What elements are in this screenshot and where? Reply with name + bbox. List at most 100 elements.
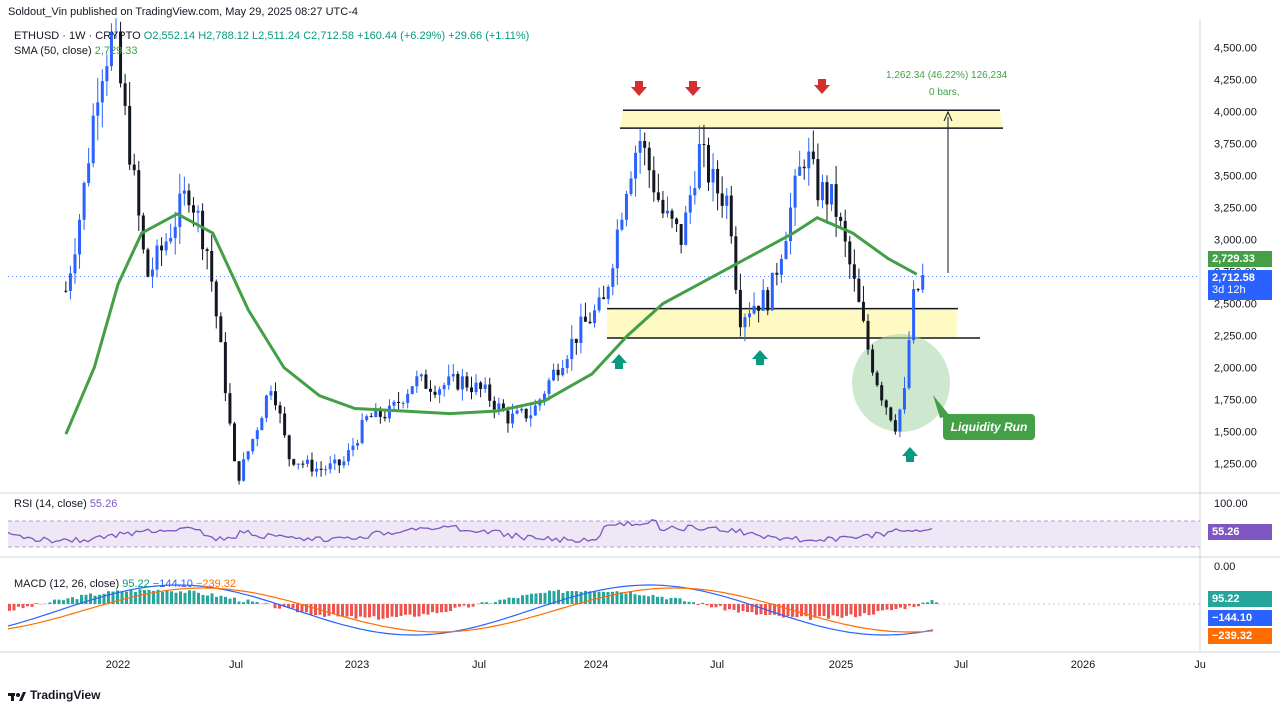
y-tick-label: 3,500.00 <box>1214 171 1257 183</box>
macd-hist-bar <box>678 598 682 604</box>
macd-hist-bar <box>147 589 151 604</box>
candle-body <box>784 241 788 260</box>
up-arrow-icon <box>752 350 768 365</box>
macd-hist-bar <box>746 604 749 613</box>
candle-body <box>738 289 742 328</box>
candle-body <box>191 205 195 213</box>
macd-hist-bar <box>17 604 20 607</box>
macd-hist-bar <box>449 604 452 611</box>
candle-body <box>811 151 815 160</box>
candle-body <box>392 401 396 406</box>
candle-body <box>907 340 911 389</box>
candle-body <box>520 408 524 411</box>
macd-hist-bar <box>458 604 461 607</box>
macd-hist-bar <box>480 602 484 604</box>
macd-hist-bar <box>471 604 475 607</box>
macd-hist-bar <box>462 604 466 606</box>
macd-hist-bar <box>908 604 911 606</box>
candle-body <box>871 349 875 373</box>
rsi-legend[interactable]: RSI (14, close) 55.26 <box>14 498 117 510</box>
candle-body <box>820 182 824 201</box>
tradingview-logo[interactable]: TradingView <box>8 688 100 702</box>
macd-hist-bar <box>381 604 385 619</box>
x-tick-label: Ju <box>1194 659 1206 671</box>
candle-body <box>597 297 601 311</box>
macd-hist-bar <box>21 604 25 609</box>
candle-body <box>96 102 100 116</box>
down-arrow-icon <box>685 81 701 96</box>
macd-hist-bar <box>579 591 583 604</box>
macd-hist-bar <box>201 594 205 604</box>
macd-hist-bar <box>638 595 641 604</box>
candle-body <box>269 391 273 396</box>
x-tick-label: 2022 <box>106 659 130 671</box>
candle-body <box>638 141 642 153</box>
macd-hist-bar <box>48 602 52 604</box>
candle-body <box>866 320 870 350</box>
candle-body <box>68 273 72 291</box>
measure-arrow-head-icon <box>943 110 953 122</box>
macd-hist-bar <box>728 604 731 610</box>
price-axis[interactable]: 4,500.00 4,250.00 4,000.00 3,750.00 3,500.00… <box>106 43 1257 672</box>
macd-hist-bar <box>404 604 407 615</box>
macd-hist-bar <box>917 604 920 607</box>
candle-body <box>128 105 132 165</box>
macd-hist-bar <box>714 604 718 608</box>
macd-hist-bar <box>786 604 790 617</box>
macd-hist-bar <box>107 591 110 604</box>
candle-body <box>830 184 834 205</box>
macd-hist-bar <box>827 604 830 619</box>
macd-hist-bar <box>215 596 218 604</box>
x-tick-label: 2025 <box>829 659 853 671</box>
macd-hist-bar <box>368 604 371 618</box>
candle-body <box>87 163 91 183</box>
macd-hist-bar <box>588 591 592 604</box>
macd-hist-bar <box>647 596 650 604</box>
candle-body <box>839 216 843 221</box>
y-tick-label: 4,500.00 <box>1214 43 1257 55</box>
macd-hist-bar <box>575 591 578 604</box>
macd-hist-bar <box>593 591 596 604</box>
candle-body <box>684 212 688 245</box>
down-arrow-icon <box>814 79 830 94</box>
candle-body <box>123 83 127 106</box>
symbol-name[interactable]: ETHUSD · 1W · CRYPTO <box>14 30 141 42</box>
candle-body <box>219 316 223 343</box>
candle-body <box>164 241 168 251</box>
macd-hist-bar <box>152 590 155 604</box>
candle-body <box>246 451 250 460</box>
candle-body <box>278 405 282 414</box>
macd-hist-bar <box>840 604 844 618</box>
candle-body <box>301 463 305 465</box>
macd-hist-bar <box>611 591 614 604</box>
candle-body <box>634 152 638 179</box>
y-tick-label: 1,500.00 <box>1214 427 1257 439</box>
candle-body <box>529 415 533 419</box>
macd-hist-bar <box>669 597 673 604</box>
candle-body <box>78 219 82 255</box>
macd-hist-bar <box>624 593 628 604</box>
macd-hist-bar <box>251 601 254 604</box>
macd-hist-bar <box>750 604 754 613</box>
macd-hist-bar <box>210 593 214 604</box>
candle-body <box>232 423 236 462</box>
candle-body <box>251 439 255 452</box>
rsi-value: 55.26 <box>89 498 118 510</box>
candle-body <box>665 210 669 214</box>
symbol-legend[interactable]: ETHUSD · 1W · CRYPTO O2,552.14 H2,788.12… <box>14 30 529 42</box>
sma-legend[interactable]: SMA (50, close) 2,729.33 <box>14 45 138 57</box>
macd-hist-bar <box>629 591 632 604</box>
macd-legend[interactable]: MACD (12, 26, close) 95.22 −144.10 −239.… <box>14 578 236 590</box>
candle-body <box>196 210 200 213</box>
macd-hist-bar <box>287 604 290 608</box>
candle-body <box>187 190 191 206</box>
candle-body <box>884 400 888 408</box>
candle-body <box>501 403 505 411</box>
macd-hist-bar <box>170 591 173 604</box>
macd-hist-bar <box>386 604 389 618</box>
macd-hist-bar <box>804 604 808 617</box>
y-tick-label: 3,750.00 <box>1214 139 1257 151</box>
y-tick-label: 1,250.00 <box>1214 459 1257 471</box>
macd-hist-bar <box>845 604 848 616</box>
